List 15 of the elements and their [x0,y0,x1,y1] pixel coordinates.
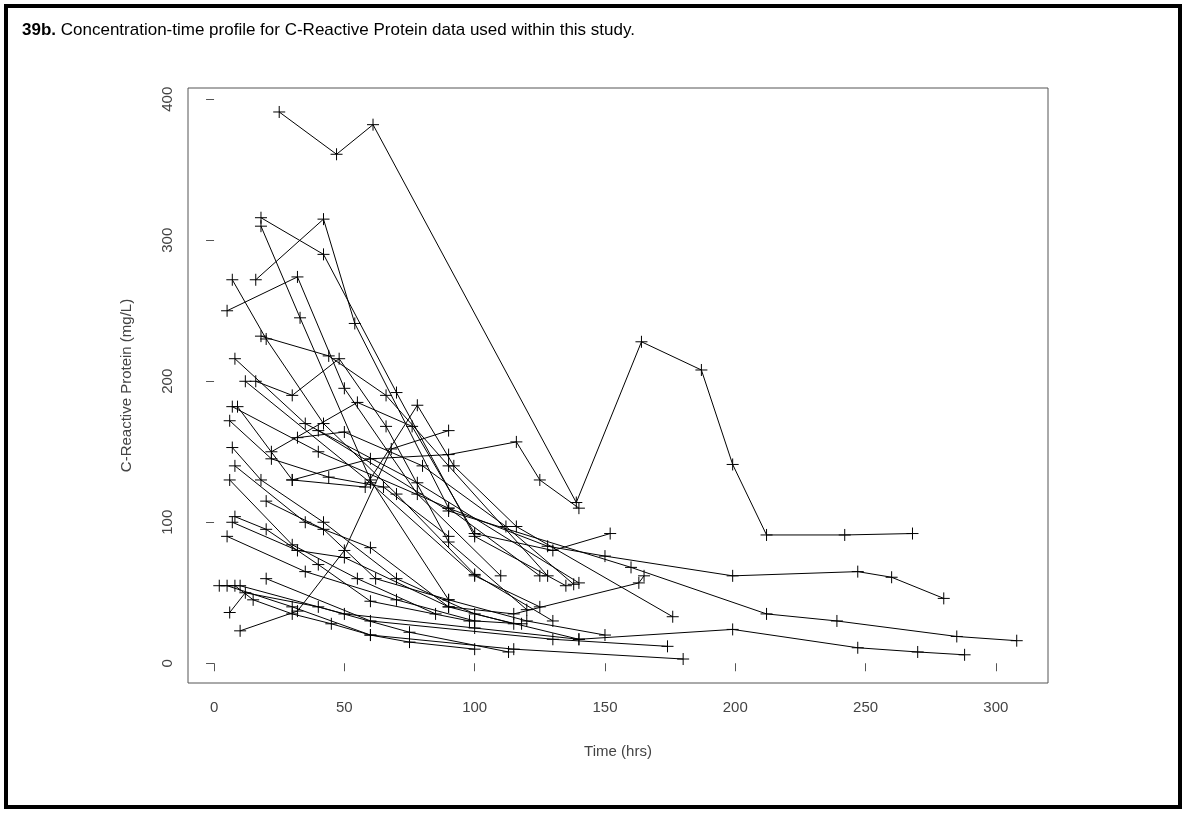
y-tick-label: 300 [158,227,175,253]
y-tick-label: 200 [158,368,175,394]
y-axis-title: C-Reactive Protein (mg/L) [117,298,134,473]
y-tick-label: 100 [158,509,175,535]
y-tick-label: 400 [158,86,175,112]
x-tick-label: 300 [983,698,1009,715]
x-tick-label: 250 [853,698,879,715]
x-tick-label: 0 [209,698,219,715]
x-axis-title: Time (hrs) [584,742,652,759]
x-tick-label: 200 [722,698,748,715]
y-tick-label: 0 [158,659,175,668]
x-tick-label: 50 [336,698,353,715]
chart-title: 39b. Concentration-time profile for C-Reactive Protein data used within this study. [22,20,635,40]
x-tick-label: 100 [462,698,488,715]
x-tick-label: 150 [592,698,618,715]
